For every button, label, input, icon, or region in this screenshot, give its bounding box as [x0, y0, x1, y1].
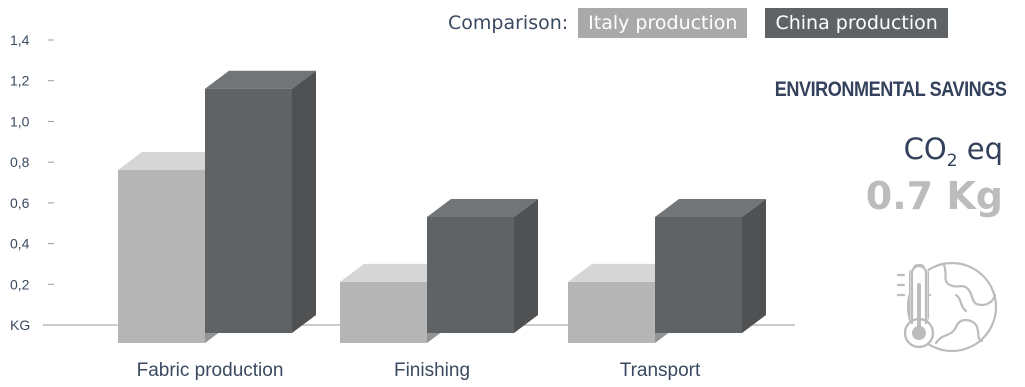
legend-title: Comparison:: [448, 12, 569, 34]
bar-side: [742, 198, 766, 333]
bar-top: [568, 263, 679, 282]
co2-unit: CO2 eq: [904, 132, 1003, 171]
savings-value: 0.7 Kg: [865, 174, 1003, 218]
bar-top: [427, 198, 538, 217]
savings-heading: ENVIRONMENTAL SAVINGS: [775, 78, 1007, 101]
y-tick-label: 0,8: [10, 154, 30, 170]
y-tick-label: 1,4: [10, 32, 30, 48]
bar: [340, 281, 427, 343]
x-tick-label: Finishing: [394, 360, 470, 381]
y-tick-label: 0,4: [10, 236, 30, 252]
y-tick-label: 1,0: [10, 113, 30, 129]
bar: [118, 169, 205, 343]
y-tick-label: 1,2: [10, 73, 30, 89]
y-tick-label: 0,6: [10, 195, 30, 211]
co2-subscript: 2: [946, 150, 958, 171]
bar-top: [118, 151, 229, 170]
bar: [427, 216, 514, 333]
bar: [568, 281, 655, 343]
bar-top: [655, 198, 766, 217]
x-tick-label: Transport: [620, 360, 701, 381]
y-tick-label: 0,2: [10, 276, 30, 292]
legend-item-italy: Italy production: [578, 8, 748, 38]
bar: [655, 216, 742, 333]
co2-eq-text: eq: [957, 132, 1003, 166]
bar-side: [514, 198, 538, 333]
y-tick-label: KG: [10, 317, 30, 333]
thermometer-globe-icon: [896, 261, 998, 353]
bar-top: [205, 70, 316, 89]
legend: Comparison: Italy production China produ…: [448, 8, 948, 38]
co2-text: CO: [903, 132, 947, 166]
bar-top: [340, 263, 451, 282]
bar: [205, 88, 292, 333]
bar-side: [292, 70, 316, 333]
legend-item-china: China production: [765, 8, 948, 38]
x-tick-label: Fabric production: [137, 360, 284, 381]
